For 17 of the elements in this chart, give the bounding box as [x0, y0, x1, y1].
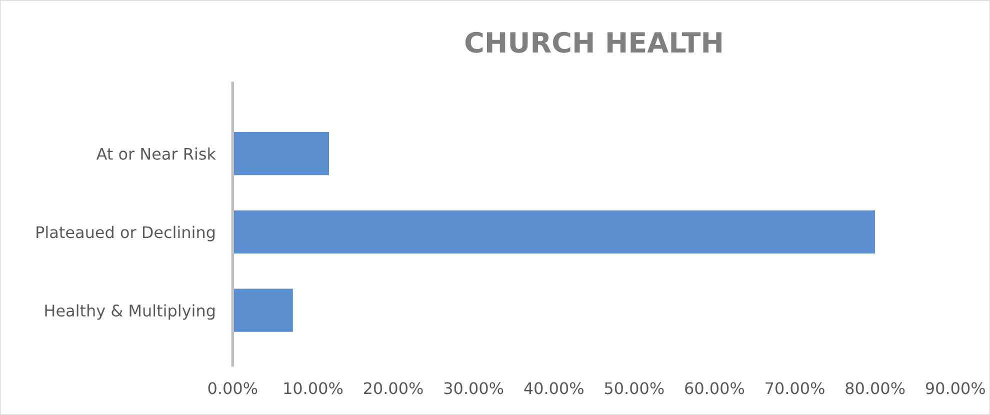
x-tick-label: 30.00%: [444, 382, 504, 394]
chart-title: CHURCH HEALTH: [465, 32, 722, 53]
bar: [232, 288, 293, 332]
y-tick-label: At or Near Risk: [96, 147, 216, 160]
x-tick-label: 70.00%: [766, 382, 824, 394]
y-tick-label: Plateaued or Declining: [36, 226, 215, 242]
x-tick-label: 20.00%: [364, 382, 423, 394]
x-tick-label: 90.00%: [926, 382, 985, 394]
bar: [232, 210, 876, 254]
x-tick-label: 80.00%: [846, 382, 905, 394]
x-tick-label: 0.00%: [208, 382, 258, 394]
x-tick-label: 40.00%: [524, 382, 584, 394]
x-tick-label: 10.00%: [284, 382, 343, 394]
x-tick-label: 60.00%: [685, 382, 744, 394]
bar: [232, 132, 330, 176]
x-tick-label: 50.00%: [604, 382, 664, 394]
y-tick-label: Healthy & Multiplying: [45, 304, 215, 320]
